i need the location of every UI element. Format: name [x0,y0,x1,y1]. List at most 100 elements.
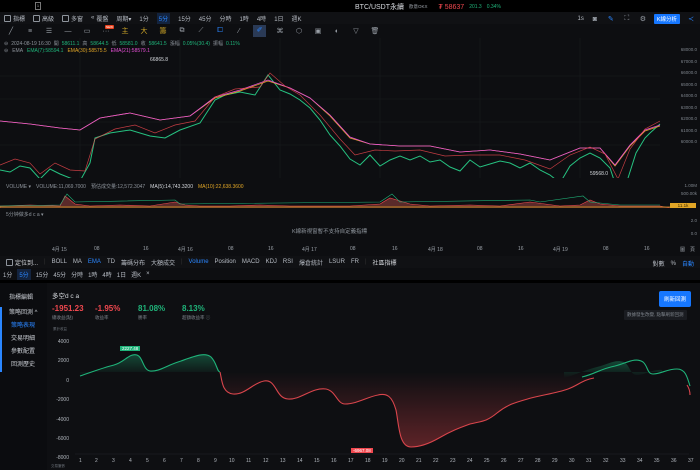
tf2-1m[interactable]: 1分 [3,272,13,279]
indicator-button[interactable]: 指標 [4,14,25,23]
magnet-icon[interactable]: ⧠ [217,27,223,34]
sidebar-item-params[interactable]: 參數配置 [11,349,36,355]
image-icon[interactable]: ▣ [314,28,322,35]
main-force-button[interactable]: 主 [121,28,129,35]
advanced-icon [33,14,41,22]
tf2-5m[interactable]: 5分 [17,268,31,280]
ruler-icon[interactable]: ⁄ [238,27,240,35]
sub-volume[interactable]: Volume [188,259,209,265]
auto-scale[interactable]: 自動 [681,262,694,268]
sub-position[interactable]: Position [214,259,236,265]
more-tools-icon[interactable]: ··· NEW [102,24,114,35]
ind-td[interactable]: TD [106,259,115,265]
tf2-45m[interactable]: 45分 [53,272,67,279]
indicator-pane[interactable]: 5分钟做多d c a ▾ K線新視窗暫不支持自定義指標 2.0 0.0 [0,208,700,246]
collapse-icon[interactable]: ⊖ [4,40,9,47]
time-axis[interactable]: 4月 15 08 16 4月 16 08 16 4月 17 08 16 4月 1… [0,246,700,256]
tf-4h[interactable]: 4時 [256,16,267,23]
tf-45m[interactable]: 45分 [198,16,212,23]
ind-boll[interactable]: BOLL [51,259,67,265]
sidebar-group-backtest: 策略回測 ^ 策略表現 交易明細 參數配置 回測歷史 [0,307,47,372]
eye-icon[interactable]: ◐ [334,27,340,35]
k-analysis-button[interactable]: K線分析 [653,14,680,24]
main-toolbar: 指標 高級 多窗 «覆盤 周期▾ 1分 5分 15分 45分 分時 1時 4時 … [0,12,700,24]
indicator-dropdown[interactable]: 5分钟做多d c a ▾ [6,212,44,218]
axis-page-button[interactable]: 頁 [690,247,696,253]
ind-chip[interactable]: 籌碼分布 [120,260,145,267]
price-axis[interactable]: 68000.0 67000.0 66000.0 65000.0 64000.0 … [680,47,697,144]
tf2-1h[interactable]: 1時 [88,272,98,279]
tf2-timeshare[interactable]: 分時 [71,272,84,279]
share-icon[interactable]: ≺ [688,16,694,23]
tf-1h[interactable]: 1時 [239,16,249,23]
sidebar-item-history[interactable]: 回測歷史 [11,362,36,368]
replay-button[interactable]: «覆盤 [91,15,109,23]
volume-dropdown[interactable]: VOLUME ▾ [6,183,32,190]
pen-icon[interactable]: ✎ [607,16,614,23]
symbol-name[interactable]: BTC/USDT永續 [355,4,404,11]
axis-image-button[interactable]: 圖 [680,247,686,253]
parallel-tool-icon[interactable]: ☰ [45,28,53,35]
locate-button[interactable]: 定位到... [6,258,38,267]
measure-icon[interactable]: ⟋ [198,27,204,34]
chip-button[interactable]: 籌 [159,28,167,35]
tf2-15m[interactable]: 15分 [35,272,49,279]
sidebar-item-indicator-edit[interactable]: 指標編輯 [9,295,34,301]
stat-excess-return: 8.13% 超額收益率 ⓘ [182,304,211,320]
strategy-name: 多空d c a [52,293,80,300]
collapse-icon[interactable]: ⊖ [4,48,9,54]
pattern-icon[interactable]: ⌘ [276,28,284,35]
sub-lsur[interactable]: LSUR [328,259,345,265]
volume-pane[interactable]: VOLUME ▾ VOLUME:11,069.7000 預估成交量:12,572… [0,178,700,208]
tf-1w[interactable]: 週K [291,16,302,23]
big-order-button[interactable]: 大 [140,28,148,35]
symbol-header: BTC/USDT永續 歐意OKX ₮ 58637 201.3 0.34% [355,2,501,12]
ema-label: EMA [12,48,24,54]
close-icon[interactable]: × [146,271,150,277]
tf2-4h[interactable]: 4時 [102,272,112,279]
sub-kdj[interactable]: KDJ [265,259,277,265]
sidebar-item-trade-details[interactable]: 交易明細 [11,336,36,342]
log-scale[interactable]: 對數 [652,262,665,268]
filter-icon[interactable]: ▽ [353,28,359,35]
tab-icon[interactable]: 1 [35,2,41,10]
speed-label[interactable]: 1s [577,16,584,22]
tf-1d[interactable]: 1日 [274,16,284,23]
indicator-bar: 定位到... | BOLL MA EMA TD 籌碼分布 大額成交 | Volu… [0,256,700,268]
sub-rsi[interactable]: RSI [282,259,293,265]
trash-icon[interactable]: 🗑 [370,28,380,35]
sidebar-item-strategy-backtest[interactable]: 策略回測 ^ [9,310,38,316]
lock-icon[interactable]: ⬡ [295,28,303,35]
tf-5m[interactable]: 5分 [156,12,171,24]
rect-tool-icon[interactable]: ▭ [83,28,91,35]
sidebar-item-performance[interactable]: 策略表現 [11,323,36,329]
sub-liquidation[interactable]: 爆倉統計 [298,260,323,267]
tf-timeshare[interactable]: 分時 [219,16,232,23]
price-chart[interactable]: ⊖ 2024-08-19 16:30 開 58611.1 高 58644.5 低 58… [0,38,700,178]
sub-fr[interactable]: FR [350,259,359,265]
equity-chart[interactable]: 累計收益 4000 2000 0 -2000 -4000 -6000 -8000… [47,325,700,470]
ind-big-trade[interactable]: 大額成交 [150,260,175,267]
tf2-1d[interactable]: 1日 [116,272,127,279]
tf-15m[interactable]: 15分 [178,16,191,23]
percent-scale[interactable]: % [670,260,676,267]
fullscreen-icon[interactable]: ⛶ [624,15,630,22]
community-indicators[interactable]: 社區指標 [372,260,397,267]
sub-macd[interactable]: MACD [241,259,260,265]
tf2-1w[interactable]: 週K [131,272,142,279]
period-dropdown[interactable]: 周期▾ [116,16,132,23]
ind-ema[interactable]: EMA [87,259,101,265]
camera-icon[interactable]: ◙ [592,15,597,23]
refresh-backtest-button[interactable]: 刷新回測 [659,291,692,307]
volume-axis: 1.00M 500.00k [680,183,697,196]
multi-chart-button[interactable]: 多窗 [62,14,83,23]
hline-tool-icon[interactable]: ≡ [27,27,33,35]
advanced-button[interactable]: 高級 [33,14,54,23]
ind-ma[interactable]: MA [72,259,82,265]
line-tool-icon[interactable]: ╱ [8,28,14,35]
ray-tool-icon[interactable]: — [64,27,72,35]
copy-icon[interactable]: ⧉ [179,27,185,34]
tf-1m[interactable]: 1分 [139,16,149,23]
settings-icon[interactable]: ⚙ [639,16,646,23]
brush-icon[interactable]: ✐ [253,25,266,37]
